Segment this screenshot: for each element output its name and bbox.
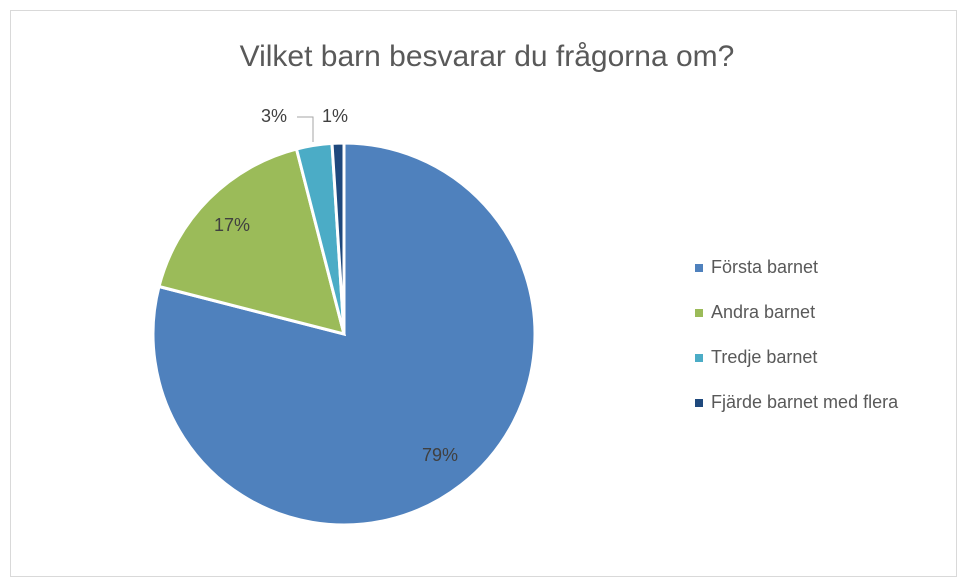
legend-label: Första barnet <box>711 257 818 277</box>
data-label: 1% <box>322 106 348 126</box>
pie-slice <box>151 141 537 527</box>
legend-swatch <box>695 399 703 407</box>
chart-title: Vilket barn besvarar du frågorna om? <box>240 40 735 73</box>
legend-label: Fjärde barnet med flera <box>711 392 899 412</box>
leader-line <box>297 116 314 142</box>
legend-swatch <box>695 354 703 362</box>
data-label: 17% <box>214 215 250 235</box>
pie-slice <box>157 147 347 337</box>
data-label: 3% <box>261 106 287 126</box>
legend-swatch <box>695 264 703 272</box>
legend-label: Tredje barnet <box>711 347 817 367</box>
data-label: 79% <box>422 445 458 465</box>
pie-slice <box>330 141 346 335</box>
legend-label: Andra barnet <box>711 302 815 322</box>
legend-swatch <box>695 309 703 317</box>
